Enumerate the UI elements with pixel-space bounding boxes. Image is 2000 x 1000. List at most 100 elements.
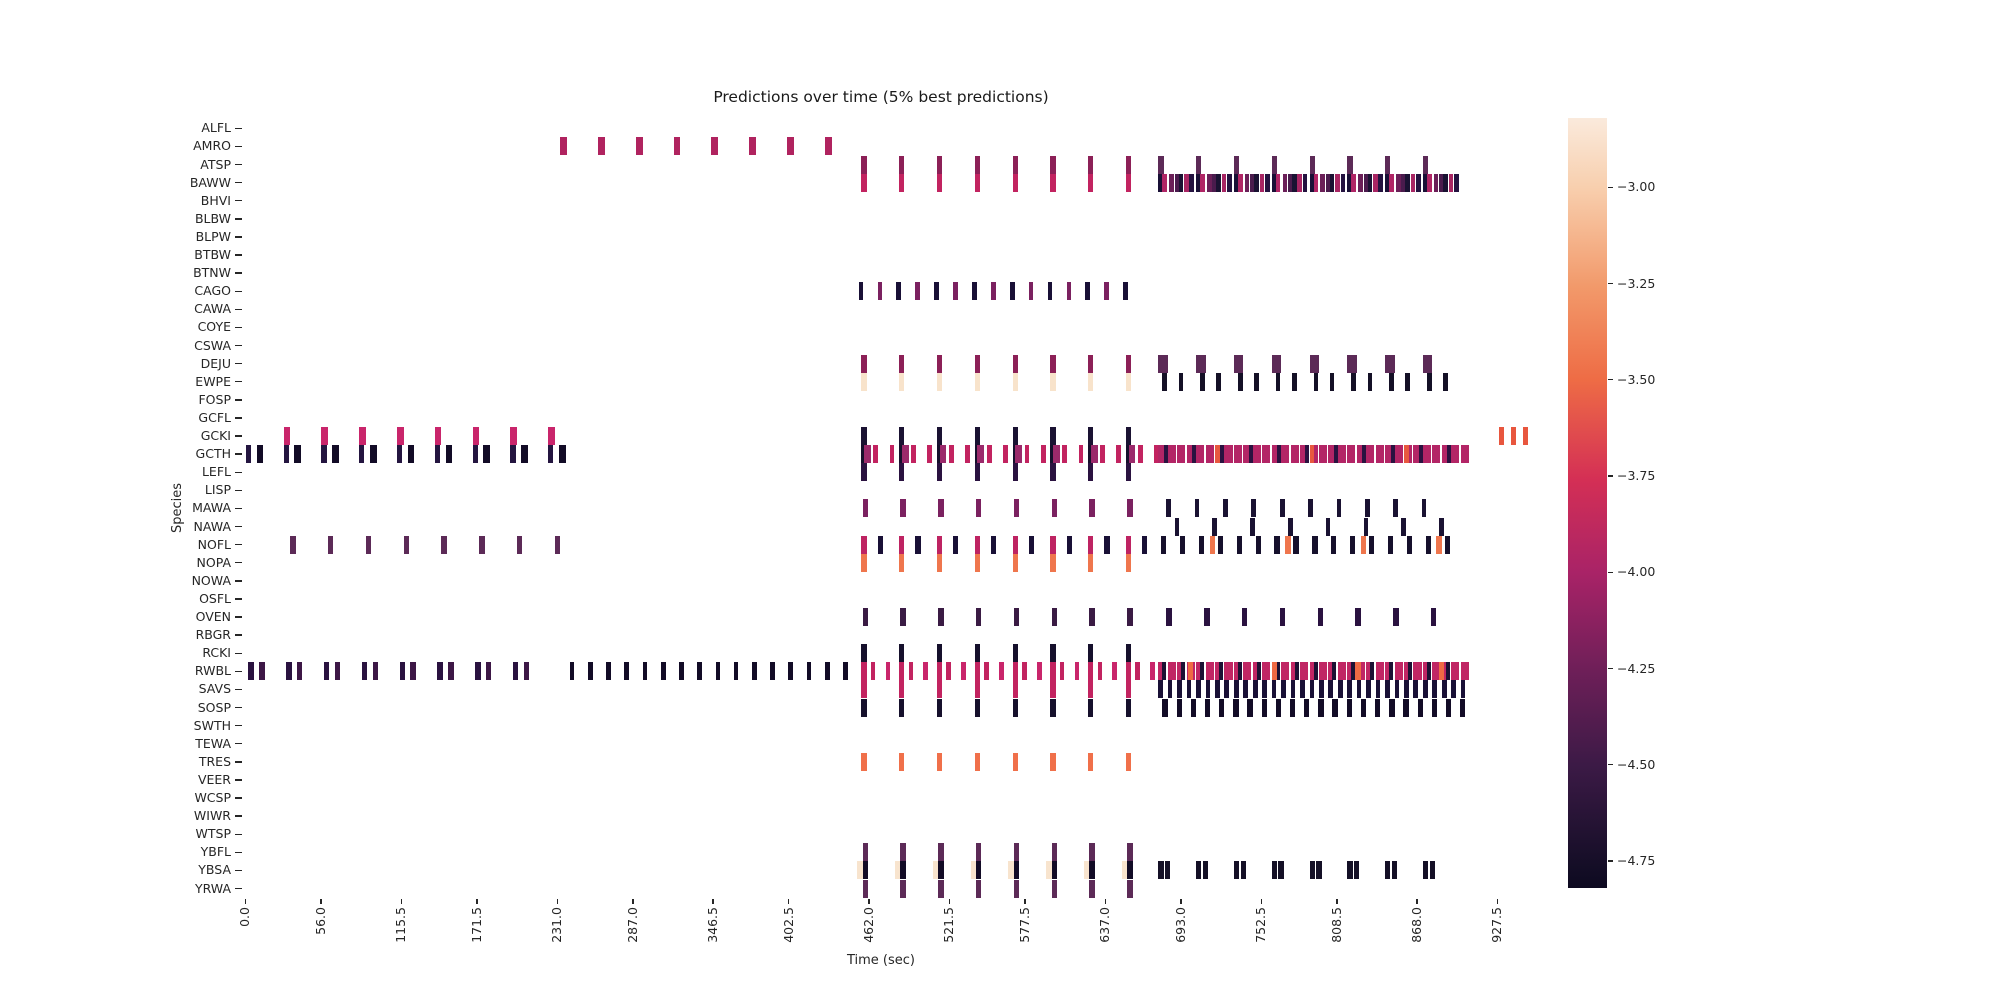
heatmap-cell-sosp: [974, 698, 981, 717]
heatmap-cell-savs: [1205, 680, 1211, 699]
ytick-mark: [235, 507, 242, 510]
ytick-mark: [235, 815, 242, 817]
heatmap-cell-ybsa: [1385, 861, 1391, 880]
heatmap-cell-ybsa: [900, 861, 906, 880]
heatmap-cell-gcth: [407, 445, 415, 464]
heatmap-cell-ybsa: [1271, 861, 1278, 880]
heatmap-cell-ybsa: [1278, 861, 1284, 880]
heatmap-cell-nofl: [1209, 535, 1215, 554]
ytick-mark: [235, 706, 242, 709]
heatmap-cell-baww: [1401, 173, 1407, 192]
ytick-label-rwbl: RWBL: [194, 663, 231, 679]
heatmap-cell-gcth: [548, 445, 554, 464]
heatmap-cell-nofl: [554, 535, 561, 554]
heatmap-cell-amro: [787, 137, 794, 156]
ytick-mark: [235, 543, 242, 546]
heatmap-cell-tres: [1050, 752, 1056, 771]
heatmap-cell-rwbl: [1219, 662, 1224, 681]
xtick-mark: [244, 898, 247, 904]
colorbar-tick-label--3.00: −3.00: [1617, 179, 1656, 195]
heatmap-cell-mawa: [1089, 499, 1095, 518]
xtick-mark: [868, 898, 870, 904]
heatmap-cell-gcki: [974, 427, 981, 446]
heatmap-cell-baww: [1264, 173, 1270, 192]
heatmap-cell-rwbl: [824, 662, 830, 681]
ytick-label-gcfl: GCFL: [198, 409, 231, 425]
heatmap-cell-rwbl: [1408, 662, 1413, 681]
heatmap-cell-gcth: [321, 445, 327, 464]
heatmap-cell-baww: [1162, 173, 1168, 192]
xtick-mark: [1104, 898, 1106, 904]
heatmap-cell-nofl: [1012, 535, 1018, 554]
heatmap-cell-rwbl: [475, 662, 481, 681]
heatmap-cell-ewpe: [899, 372, 905, 391]
heatmap-cell-gcth: [1262, 445, 1271, 464]
ytick-mark: [235, 362, 242, 365]
heatmap-cell-rwbl: [286, 662, 292, 681]
ytick-label-alfl: ALFL: [201, 120, 231, 136]
heatmap-cell-ewpe: [1405, 372, 1411, 391]
heatmap-cell-baww: [1125, 173, 1132, 192]
heatmap-cell-rwbl: [410, 662, 416, 681]
heatmap-cell-sosp: [1460, 698, 1466, 717]
heatmap-cell-rwbl: [1162, 662, 1167, 681]
heatmap-cell-nofl: [441, 535, 447, 554]
heatmap-cell-rcki: [936, 644, 943, 663]
heatmap-cell-nofl: [877, 535, 883, 554]
heatmap-cell-lefl: [1088, 463, 1094, 482]
heatmap-cell-ybsa: [1158, 861, 1164, 880]
heatmap-cell-amro: [560, 137, 567, 156]
heatmap-cell-nofl: [1444, 535, 1450, 554]
heatmap-cell-nofl: [1028, 535, 1035, 554]
heatmap-cell-savs: [1281, 680, 1286, 699]
heatmap-cell-nofl: [1236, 535, 1242, 554]
ytick-label-atsp: ATSP: [200, 156, 231, 172]
heatmap-cell-yrwa: [938, 879, 944, 898]
heatmap-cell-gcth: [1040, 445, 1046, 464]
heatmap-cell-cago: [1123, 282, 1128, 301]
heatmap-cell-ybsa: [938, 861, 944, 880]
heatmap-cell-amro: [749, 137, 756, 156]
ytick-label-wtsp: WTSP: [195, 826, 231, 842]
heatmap-cell-rcki: [974, 644, 981, 663]
heatmap-cell-baww: [1426, 173, 1432, 192]
heatmap-cell-ewpe: [1125, 372, 1132, 391]
heatmap-cell-oven: [1355, 608, 1361, 627]
heatmap-cell-savs: [1337, 680, 1343, 699]
heatmap-cell-ybsa: [1240, 861, 1247, 880]
heatmap-cell-tres: [1125, 752, 1132, 771]
heatmap-cell-baww: [1405, 173, 1411, 192]
heatmap-cell-sosp: [1125, 698, 1132, 717]
heatmap-cell-rcki: [861, 644, 867, 663]
colorbar-tick-mark: [1608, 667, 1613, 670]
xtick-mark: [788, 898, 790, 904]
heatmap-cell-rwbl: [1370, 662, 1375, 681]
heatmap-cell-rwbl: [1366, 662, 1375, 681]
heatmap-cell-nofl: [1255, 535, 1261, 554]
heatmap-cell-rwbl: [248, 662, 254, 681]
heatmap-cell-nofl: [1274, 535, 1280, 554]
heatmap-cell-oven: [1166, 608, 1172, 627]
heatmap-cell-gcth: [1015, 445, 1022, 464]
heatmap-cell-savs: [1460, 680, 1466, 699]
heatmap-cell-sosp: [1389, 698, 1395, 717]
ytick-label-wcsp: WCSP: [194, 790, 231, 806]
heatmap-cell-savs: [1262, 680, 1267, 699]
heatmap-cell-nofl: [1066, 535, 1072, 554]
heatmap-cell-savs: [1243, 680, 1249, 699]
ytick-mark: [235, 616, 242, 618]
heatmap-cell-nopa: [1012, 553, 1018, 572]
heatmap-cell-savs: [1186, 680, 1192, 699]
heatmap-cell-baww: [1244, 173, 1250, 192]
ytick-label-cago: CAGO: [194, 283, 231, 299]
heatmap-cell-savs: [1215, 680, 1220, 699]
heatmap-cell-yrwa: [900, 879, 906, 898]
heatmap-cell-ewpe: [1216, 372, 1222, 391]
heatmap-cell-savs: [1196, 680, 1201, 699]
heatmap-cell-gcth: [1177, 445, 1186, 464]
heatmap-cell-amro: [635, 137, 643, 156]
heatmap-cell-baww: [1309, 173, 1315, 192]
heatmap-cell-rwbl: [908, 662, 914, 681]
heatmap-cell-oven: [862, 608, 869, 627]
